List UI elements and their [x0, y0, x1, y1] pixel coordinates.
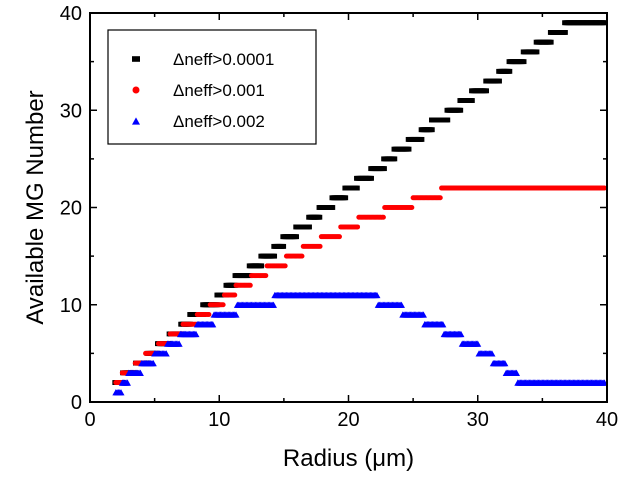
- x-tick-label: 20: [337, 409, 359, 431]
- legend-label: Δneff>0.001: [173, 81, 265, 100]
- data-point: [501, 359, 509, 367]
- data-point: [355, 224, 361, 230]
- legend-label: Δneff>0.0001: [173, 50, 274, 69]
- data-point: [494, 78, 502, 84]
- data-point: [232, 292, 238, 298]
- data-point: [192, 330, 200, 338]
- data-point: [439, 321, 447, 328]
- axis-ticks: [89, 12, 608, 403]
- data-point: [456, 107, 464, 113]
- x-tick-label: 30: [467, 409, 489, 431]
- data-point: [532, 49, 540, 55]
- data-point: [270, 301, 278, 308]
- data-point: [443, 117, 451, 123]
- data-point: [404, 146, 412, 152]
- data-point: [299, 253, 305, 259]
- legend-entries: Δneff>0.0001 Δneff>0.001 Δneff>0.002: [132, 50, 274, 131]
- data-point: [560, 30, 568, 35]
- data-point: [488, 350, 496, 357]
- data-point: [220, 302, 226, 308]
- data-point: [474, 340, 482, 347]
- data-point: [379, 166, 387, 172]
- y-tick-label: 20: [60, 198, 82, 220]
- data-point: [263, 273, 269, 279]
- data-point: [282, 263, 288, 269]
- data-point: [206, 311, 212, 317]
- data-point: [419, 311, 427, 318]
- legend-box: [107, 29, 317, 145]
- legend-entry-2: Δneff>0.001: [132, 81, 265, 100]
- data-point: [257, 263, 265, 269]
- data-point: [373, 291, 381, 299]
- data-point: [245, 273, 253, 279]
- data-point: [175, 340, 183, 347]
- legend-label: Δneff>0.002: [173, 112, 265, 131]
- x-tick-label: 10: [208, 409, 230, 431]
- data-marks: [112, 20, 608, 396]
- legend-marker: [132, 56, 140, 62]
- data-point: [397, 301, 405, 308]
- data-point: [117, 389, 125, 396]
- data-point: [279, 243, 287, 249]
- y-axis-title: Available MG Number: [22, 90, 49, 324]
- tick-labels: 0 10 20 30 40 0 10 20 30 40: [60, 3, 618, 431]
- y-tick-label: 0: [71, 392, 82, 414]
- legend-marker: [132, 117, 140, 125]
- x-tick-label: 40: [596, 409, 618, 431]
- data-point: [162, 350, 170, 357]
- series-2: [113, 185, 607, 386]
- data-point: [417, 136, 425, 142]
- data-point: [505, 68, 513, 74]
- data-point: [546, 39, 554, 45]
- data-point: [336, 234, 342, 240]
- data-point: [380, 214, 386, 220]
- data-point: [328, 205, 336, 210]
- x-axis-title: Radius (μm): [283, 445, 414, 472]
- data-point: [123, 379, 131, 386]
- legend-marker: [132, 86, 140, 94]
- data-point: [304, 224, 312, 230]
- legend-entry-1: Δneff>0.0001: [132, 50, 274, 69]
- y-tick-label: 10: [60, 295, 82, 317]
- data-point: [149, 359, 157, 367]
- y-tick-label: 30: [60, 100, 82, 122]
- data-point: [136, 369, 144, 376]
- data-point: [270, 253, 278, 259]
- data-point: [341, 195, 349, 201]
- data-point: [317, 243, 323, 249]
- data-point: [427, 127, 435, 133]
- data-point: [390, 156, 398, 162]
- data-point: [437, 195, 443, 201]
- data-point: [519, 59, 527, 65]
- data-point: [457, 330, 465, 338]
- y-tick-label: 40: [60, 3, 82, 25]
- data-point: [352, 185, 360, 191]
- legend: Δneff>0.0001 Δneff>0.001 Δneff>0.002: [107, 29, 317, 145]
- data-point: [232, 311, 240, 318]
- x-tick-label: 0: [84, 409, 95, 431]
- data-point: [600, 20, 608, 26]
- legend-entry-3: Δneff>0.002: [132, 112, 265, 131]
- data-point: [482, 88, 490, 94]
- data-point: [513, 369, 521, 376]
- data-point: [315, 214, 323, 220]
- series-3: [112, 291, 608, 396]
- data-point: [409, 205, 415, 210]
- data-point: [467, 98, 475, 103]
- data-point: [366, 175, 374, 181]
- data-point: [601, 185, 607, 191]
- data-point: [209, 321, 217, 328]
- data-point: [292, 234, 300, 240]
- data-point: [247, 282, 253, 288]
